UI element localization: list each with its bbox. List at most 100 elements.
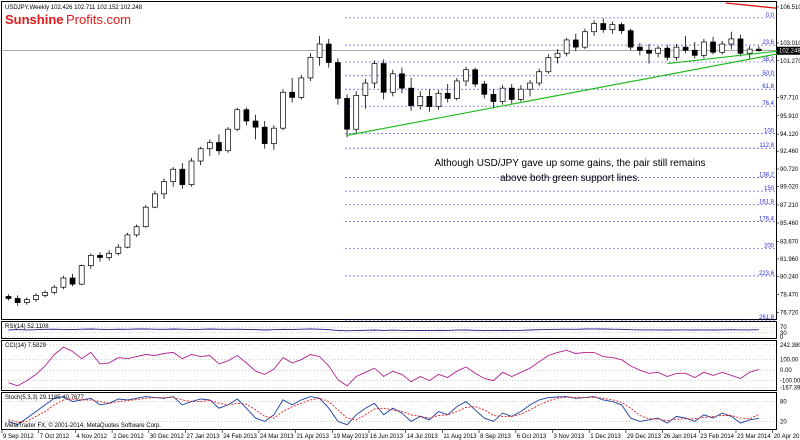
- candle-body-51: [472, 69, 478, 85]
- stochastic-indicator: 80 20: [2, 396, 787, 426]
- candle-body-62: [572, 39, 579, 48]
- candle-body-77: [710, 41, 716, 53]
- cci-level-label-1: 100.00: [780, 358, 799, 364]
- candle-body-17: [161, 181, 167, 195]
- candle-body-36: [335, 62, 341, 99]
- cci-level-label-0: 242.3802: [780, 343, 800, 349]
- date-label-8: 21 Apr 2013: [297, 434, 330, 440]
- date-label-13: 8 Sep 2013: [480, 434, 511, 440]
- candle-body-39: [362, 82, 369, 96]
- candle-body-75: [691, 49, 698, 56]
- current-price-label: 102.248: [779, 49, 800, 55]
- candle-body-53: [490, 93, 497, 102]
- date-label-10: 16 Jun 2013: [370, 434, 404, 440]
- candle-body-71: [655, 47, 662, 54]
- candle-body-66: [609, 24, 616, 31]
- candle-body-4: [42, 291, 48, 296]
- candle-body-60: [554, 52, 561, 58]
- date-label-0: 9 Sep 2012: [3, 434, 34, 440]
- candle-body-55: [508, 87, 515, 100]
- candle-body-70: [646, 49, 652, 54]
- fib-label-2: 38.2: [762, 57, 774, 63]
- fib-label-5: 76.4: [762, 101, 774, 107]
- candle-body-57: [527, 82, 533, 90]
- fib-label-1: 23.6: [762, 40, 774, 46]
- candle-body-56: [518, 88, 524, 100]
- current-price-tag: [777, 46, 800, 55]
- fib-label-9: 150: [764, 186, 775, 192]
- fib-label-0: 0.0: [766, 13, 775, 19]
- candle-body-52: [481, 83, 488, 95]
- cci-level-label-4: -167.3976: [780, 386, 800, 392]
- date-label-9: 19 May 2013: [333, 434, 368, 440]
- rsi-level-label-1: 30: [780, 331, 787, 337]
- date-label-15: 3 Nov 2013: [554, 434, 585, 440]
- price-label-14: 80.240: [780, 275, 799, 281]
- candlesticks: [5, 18, 762, 306]
- candle-body-38: [353, 94, 360, 130]
- price-label-0: 106.510: [780, 5, 800, 11]
- date-label-1: 7 Oct 2012: [40, 434, 70, 440]
- candle-body-19: [179, 168, 186, 185]
- candle-body-5: [51, 286, 58, 293]
- price-label-10: 87.210: [780, 203, 799, 209]
- candle-body-32: [298, 77, 305, 98]
- cci-level-label-3: -100.00: [780, 379, 800, 385]
- date-label-16: 1 Dec 2013: [590, 434, 621, 440]
- logo: Sunshine Profits.com: [5, 12, 131, 27]
- price-label-11: 85.460: [780, 221, 799, 227]
- price-label-12: 83.670: [780, 239, 799, 245]
- stoch-title: Stoch(5,3,3) 29.1185 40.7677: [5, 395, 85, 401]
- candle-body-44: [408, 87, 414, 106]
- cci-series-0: [8, 346, 759, 387]
- candle-body-14: [133, 226, 140, 236]
- candle-body-20: [188, 160, 195, 185]
- candle-body-3: [33, 295, 39, 300]
- fib-label-4: 61.8: [762, 84, 774, 90]
- fib-label-8: 138.2: [759, 172, 775, 178]
- price-label-3: 101.270: [780, 59, 800, 65]
- price-label-9: 89.020: [780, 184, 799, 190]
- annotation-line1: Although USD/JPY gave up some gains, the…: [434, 158, 705, 169]
- candle-body-23: [216, 142, 222, 152]
- stoch-series-0: [8, 396, 759, 426]
- candle-body-1: [14, 298, 21, 303]
- candle-body-18: [170, 168, 177, 182]
- rsi-title: RSI(14) 52.1108: [5, 324, 49, 330]
- price-label-4: 97.710: [780, 95, 799, 101]
- date-label-7: 24 Mar 2013: [260, 434, 294, 440]
- candle-body-35: [325, 43, 332, 63]
- price-label-1: 103.010: [780, 41, 800, 47]
- fib-label-10: 161.8: [759, 200, 775, 206]
- candle-body-59: [545, 57, 552, 73]
- candle-body-33: [307, 57, 314, 79]
- candle-body-68: [627, 30, 634, 48]
- candle-body-80: [737, 38, 744, 54]
- date-label-20: 23 Mar 2014: [737, 434, 771, 440]
- rsi-series-0: [8, 328, 759, 332]
- rsi-level-label-0: 70: [780, 325, 787, 331]
- candle-body-22: [206, 142, 213, 150]
- candle-body-46: [426, 96, 433, 107]
- candle-body-74: [682, 46, 689, 51]
- rsi-level-label-2: 0: [780, 335, 784, 341]
- candle-body-8: [78, 265, 85, 285]
- candle-body-79: [728, 38, 735, 45]
- date-label-11: 14 Jul 2013: [407, 434, 439, 440]
- candle-body-65: [600, 23, 607, 31]
- candle-body-24: [225, 128, 231, 152]
- fib-label-3: 50.0: [762, 71, 774, 77]
- candle-body-15: [142, 206, 149, 228]
- date-label-5: 27 Jan 2013: [187, 434, 221, 440]
- date-label-4: 30 Dec 2012: [150, 434, 185, 440]
- date-label-17: 29 Dec 2013: [627, 434, 662, 440]
- stoch-level-label-0: 80: [780, 400, 787, 406]
- candle-body-21: [197, 148, 204, 162]
- price-scale: 106.510 103.010 101.270 97.710 95.910 94.120 9…: [776, 5, 800, 317]
- date-label-12: 11 Aug 2013: [443, 434, 477, 440]
- candle-body-9: [87, 255, 94, 267]
- price-label-7: 92.460: [780, 149, 799, 155]
- fib-label-13: 223.6: [759, 271, 775, 277]
- annotation-line2: above both green support lines.: [500, 173, 640, 184]
